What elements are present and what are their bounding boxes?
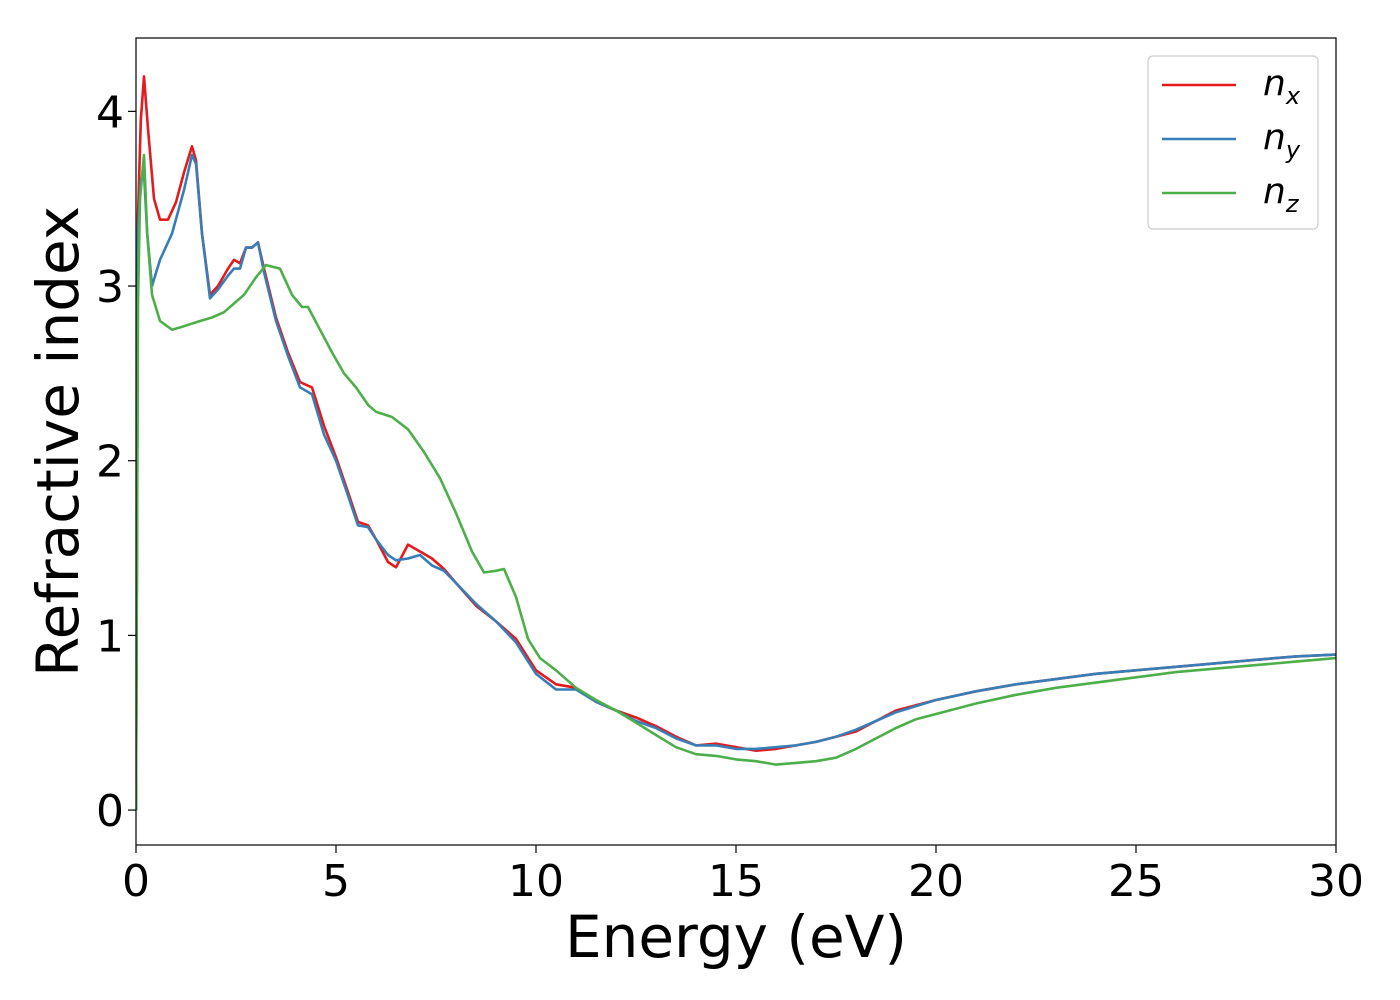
y-axis-label: Refractive index [24,206,92,677]
legend-label-subscript: y [1285,136,1301,164]
legend-label: ny [1263,117,1301,164]
x-tick-label: 15 [708,856,764,907]
y-tick-label: 1 [96,611,124,662]
legend-item-z: nz [1162,171,1300,218]
legend-label-base: n [1263,117,1286,158]
legend-label: nx [1263,63,1301,110]
legend-label: nz [1263,171,1300,218]
x-tick-label: 0 [122,856,150,907]
legend-label-subscript: z [1285,190,1300,218]
legend-label-subscript: x [1285,82,1301,110]
legend-label-base: n [1263,171,1286,212]
plot-lines [136,75,1336,811]
x-tick-label: 30 [1308,856,1364,907]
x-axis-ticks: 0 5 10 15 20 25 30 [122,845,1364,907]
x-tick-label: 20 [908,856,964,907]
legend-label-base: n [1263,63,1286,104]
legend-box [1147,55,1319,230]
legend-item-x: nx [1162,63,1301,110]
x-tick-label: 5 [322,856,350,907]
y-tick-label: 3 [96,262,124,313]
y-tick-label: 2 [96,437,124,488]
x-tick-label: 25 [1108,856,1164,907]
y-axis-ticks: 0 1 2 3 4 [96,87,136,837]
y-tick-label: 0 [96,786,124,837]
y-tick-label: 4 [96,87,124,138]
series-line-y [136,153,1336,811]
x-axis-label: Energy (eV) [565,903,907,971]
series-line-z [136,153,1336,811]
legend-item-y: ny [1162,117,1301,164]
x-tick-label: 10 [508,856,564,907]
